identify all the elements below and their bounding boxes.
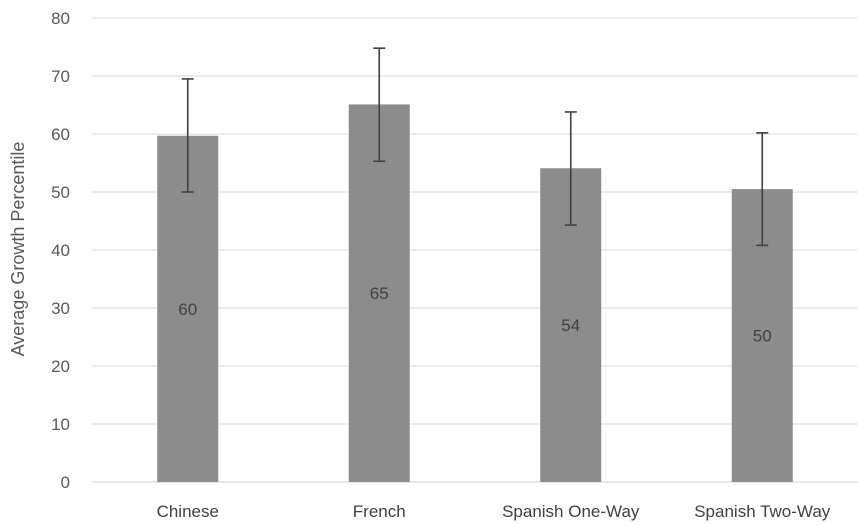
bars <box>157 104 793 483</box>
y-tick-label-60: 60 <box>51 125 70 144</box>
y-tick-label-30: 30 <box>51 299 70 318</box>
data-labels: 60 65 54 50 <box>178 284 771 345</box>
y-axis-tick-labels: 0 10 20 30 40 50 60 70 80 <box>51 9 70 492</box>
data-label-chinese: 60 <box>178 300 197 319</box>
category-label-spanish-two-way: Spanish Two-Way <box>694 502 831 521</box>
data-label-spanish-two-way: 50 <box>753 327 772 346</box>
gridlines <box>92 17 858 483</box>
error-bar-chinese <box>181 78 194 193</box>
x-axis-category-labels: Chinese French Spanish One-Way Spanish Two-… <box>157 502 831 521</box>
category-label-chinese: Chinese <box>157 502 219 521</box>
bar-french <box>348 104 410 483</box>
y-tick-label-80: 80 <box>51 9 70 28</box>
error-bar-spanish-one-way <box>564 111 577 226</box>
data-label-french: 65 <box>370 284 389 303</box>
y-tick-label-0: 0 <box>61 473 70 492</box>
y-axis-title: Average Growth Percentile <box>8 142 28 357</box>
category-label-french: French <box>353 502 406 521</box>
y-tick-label-50: 50 <box>51 183 70 202</box>
y-tick-label-10: 10 <box>51 415 70 434</box>
y-tick-label-70: 70 <box>51 67 70 86</box>
y-tick-label-40: 40 <box>51 241 70 260</box>
y-tick-label-20: 20 <box>51 357 70 376</box>
data-label-spanish-one-way: 54 <box>561 316 580 335</box>
bar-chinese <box>157 135 219 483</box>
error-bar-spanish-two-way <box>756 132 769 247</box>
error-bar-french <box>373 47 386 163</box>
category-label-spanish-one-way: Spanish One-Way <box>502 502 640 521</box>
error-bars <box>181 47 769 247</box>
